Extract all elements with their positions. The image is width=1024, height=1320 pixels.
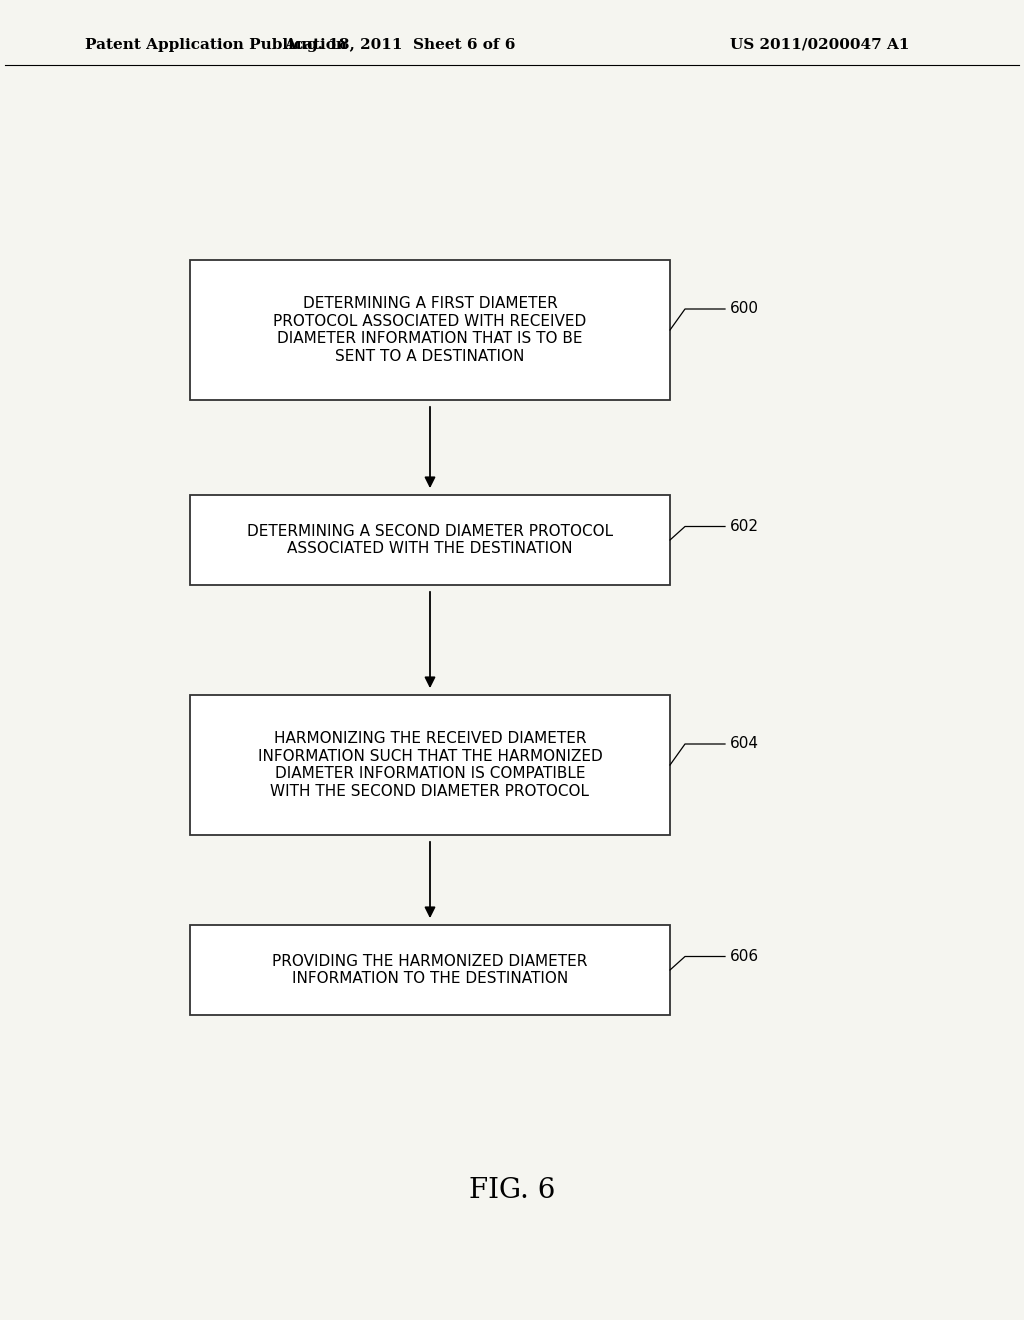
Text: DETERMINING A SECOND DIAMETER PROTOCOL
ASSOCIATED WITH THE DESTINATION: DETERMINING A SECOND DIAMETER PROTOCOL A… xyxy=(247,524,613,556)
Text: 604: 604 xyxy=(730,737,759,751)
Text: HARMONIZING THE RECEIVED DIAMETER
INFORMATION SUCH THAT THE HARMONIZED
DIAMETER : HARMONIZING THE RECEIVED DIAMETER INFORM… xyxy=(258,731,602,799)
FancyBboxPatch shape xyxy=(190,495,670,585)
FancyBboxPatch shape xyxy=(190,696,670,836)
Text: 606: 606 xyxy=(730,949,759,964)
FancyBboxPatch shape xyxy=(190,260,670,400)
Text: PROVIDING THE HARMONIZED DIAMETER
INFORMATION TO THE DESTINATION: PROVIDING THE HARMONIZED DIAMETER INFORM… xyxy=(272,954,588,986)
Text: 602: 602 xyxy=(730,519,759,535)
Text: US 2011/0200047 A1: US 2011/0200047 A1 xyxy=(730,38,909,51)
Text: Patent Application Publication: Patent Application Publication xyxy=(85,38,347,51)
FancyBboxPatch shape xyxy=(190,925,670,1015)
Text: DETERMINING A FIRST DIAMETER
PROTOCOL ASSOCIATED WITH RECEIVED
DIAMETER INFORMAT: DETERMINING A FIRST DIAMETER PROTOCOL AS… xyxy=(273,297,587,363)
Text: Aug. 18, 2011  Sheet 6 of 6: Aug. 18, 2011 Sheet 6 of 6 xyxy=(285,38,516,51)
Text: 600: 600 xyxy=(730,301,759,317)
Text: FIG. 6: FIG. 6 xyxy=(469,1176,555,1204)
